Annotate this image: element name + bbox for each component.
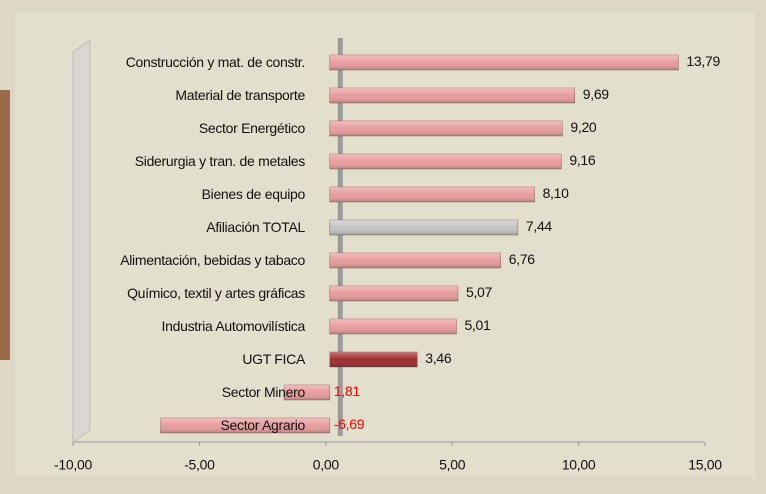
- value-label: 9,69: [583, 86, 610, 102]
- category-label: Siderurgia y tran. de metales: [135, 153, 306, 169]
- bar-shade: [329, 187, 535, 202]
- wall-3d: [72, 39, 91, 443]
- category-label: Construcción y mat. de constr.: [126, 54, 305, 70]
- category-label: Bienes de equipo: [202, 186, 306, 202]
- bar-shade: [284, 385, 330, 400]
- panel: [15, 12, 755, 477]
- value-label: 6,76: [509, 251, 536, 267]
- x-tick-label: -5,00: [184, 457, 215, 473]
- bar-shade: [329, 253, 501, 268]
- zero-axis: [337, 38, 343, 436]
- value-label: 13,79: [686, 53, 720, 69]
- value-label: 8,10: [543, 185, 570, 201]
- photo-edge: [0, 90, 10, 360]
- category-label: Material de transporte: [175, 87, 305, 103]
- x-tick-label: -10,00: [54, 457, 92, 473]
- x-tick-label: 5,00: [439, 457, 466, 473]
- bar-shade: [329, 286, 458, 301]
- category-label: Sector Agrario: [220, 417, 305, 433]
- value-label: 5,01: [464, 317, 491, 333]
- category-label: UGT FICA: [242, 351, 306, 367]
- bar-shade: [329, 121, 563, 136]
- category-label: Alimentación, bebidas y tabaco: [120, 252, 305, 268]
- value-label: 9,20: [570, 119, 597, 135]
- value-label: 3,46: [425, 350, 452, 366]
- x-tick-label: 0,00: [313, 457, 340, 473]
- value-label: 5,07: [466, 284, 493, 300]
- category-label: Sector Minero: [222, 384, 306, 400]
- bar-shade: [329, 220, 518, 235]
- value-label: -6,69: [334, 416, 365, 432]
- value-label: 9,16: [569, 152, 596, 168]
- bar-shade: [160, 418, 330, 433]
- bar-shade: [329, 352, 418, 367]
- bar-shade: [329, 55, 679, 70]
- x-tick-label: 10,00: [562, 457, 596, 473]
- value-label: 7,44: [526, 218, 553, 234]
- bar-shade: [329, 154, 562, 169]
- x-tick-label: 15,00: [688, 457, 722, 473]
- category-label: Industria Automovilística: [162, 318, 306, 334]
- bar-shade: [329, 319, 457, 334]
- category-label: Sector Energético: [199, 120, 306, 136]
- value-label: 1,81: [334, 383, 361, 399]
- category-label: Químico, textil y artes gráficas: [127, 285, 305, 301]
- bar-shade: [329, 88, 575, 103]
- category-label: Afiliación TOTAL: [206, 219, 305, 235]
